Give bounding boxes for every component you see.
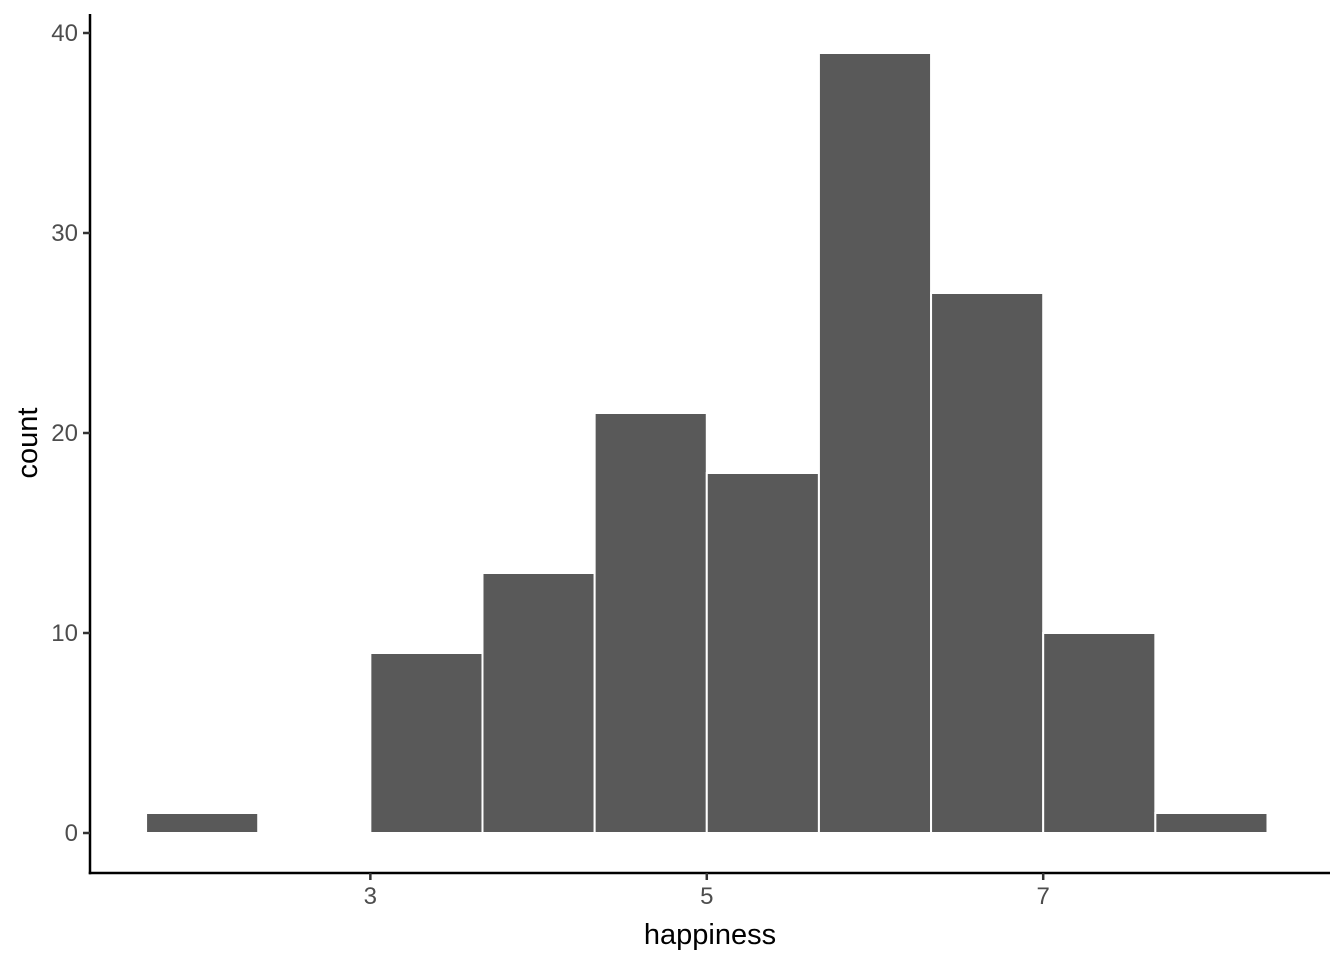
y-axis-tick-label: 0	[65, 820, 78, 847]
histogram-bar	[481, 572, 596, 834]
histogram-bar	[369, 652, 484, 834]
bars-layer	[145, 52, 1269, 834]
x-axis-tick-label: 7	[1037, 883, 1050, 910]
histogram-bar	[930, 292, 1045, 834]
histogram-bar	[1154, 812, 1269, 834]
y-axis-tick-label: 30	[51, 220, 78, 247]
y-axis-title: count	[12, 408, 44, 479]
axes-layer: 3 5 7 0 10 20 30 40	[51, 14, 1330, 910]
x-axis-tick-label: 3	[364, 883, 377, 910]
y-axis-tick-label: 20	[51, 420, 78, 447]
histogram-bar	[817, 52, 933, 834]
y-axis-tick-label: 10	[51, 620, 78, 647]
x-axis-tick-label: 5	[700, 883, 713, 910]
histogram-bar	[593, 412, 708, 834]
histogram-bar	[705, 472, 820, 834]
x-axis-title: happiness	[644, 919, 776, 951]
histogram-bar	[145, 812, 260, 834]
histogram-bar	[1042, 632, 1157, 834]
y-axis-tick-label: 40	[51, 20, 78, 47]
